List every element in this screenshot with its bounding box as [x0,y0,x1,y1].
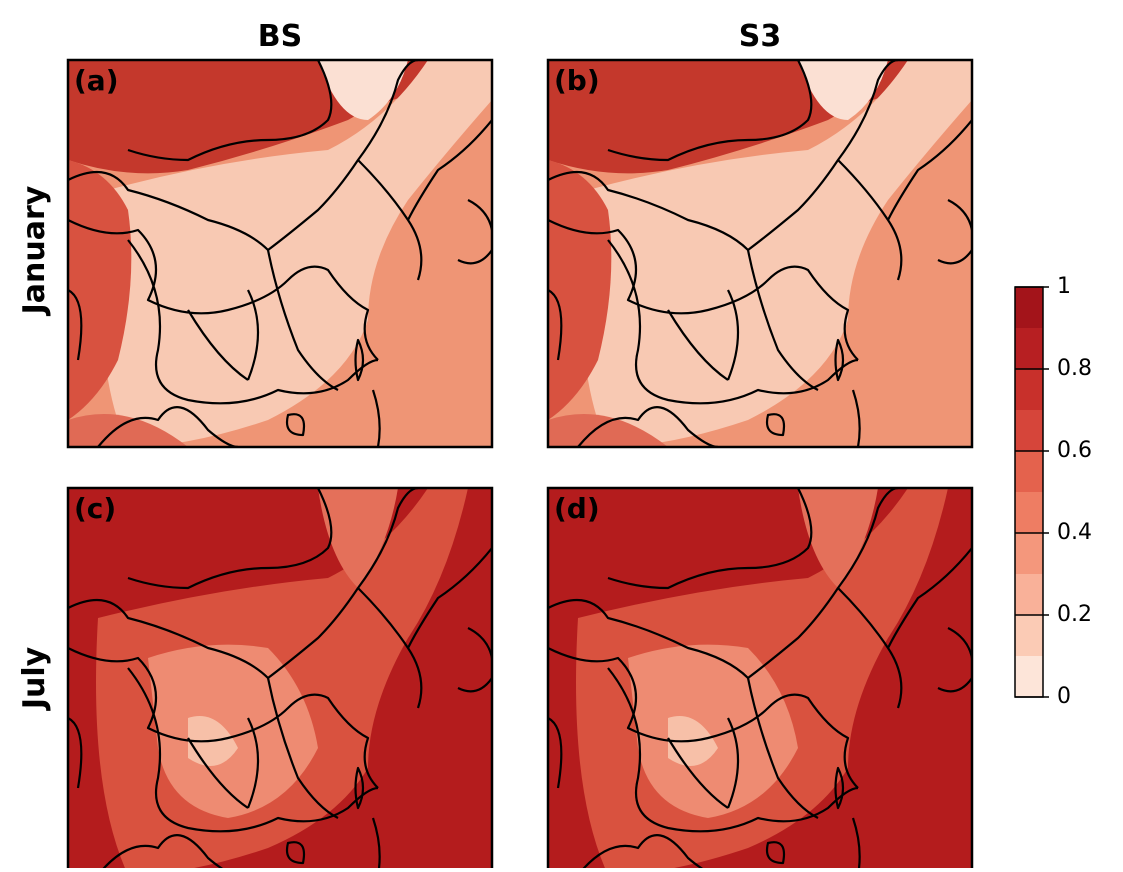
colorbar-tick-label: 0.2 [1057,602,1092,627]
colorbar-tick-label: 1 [1057,274,1071,299]
colorbar-band [1015,287,1043,328]
row-label: January [17,185,52,316]
figure: BS S3 January July (a) (b) (c) (d) 0 0.2 0.4 0.6 0.8… [0,0,1123,868]
colorbar-tick-label: 0.4 [1057,520,1092,545]
colorbar-tick-label: 0 [1057,684,1071,709]
map-field [68,60,492,447]
map-panel: (c) [68,488,492,868]
colorbar-band [1015,328,1043,369]
colorbar-tick-label: 0.8 [1057,356,1092,381]
colorbar-band [1015,492,1043,533]
colorbar-band [1015,533,1043,574]
colorbar-band [1015,369,1043,410]
map-panel: (a) [68,60,492,447]
panel-label: (c) [74,492,116,525]
map-field [68,488,492,868]
colorbar-band [1015,615,1043,656]
map-panel: (b) [548,60,972,447]
map-panel: (d) [548,488,972,868]
map [68,488,492,868]
map [68,60,492,447]
column-title: S3 [739,19,781,54]
colorbar-band [1015,410,1043,451]
map [548,60,972,447]
map-field [548,60,972,447]
colorbar-band [1015,451,1043,492]
colorbar-tick-label: 0.6 [1057,438,1092,463]
row-label: July [17,646,52,711]
panel-label: (a) [74,64,119,97]
panel-label: (b) [554,64,600,97]
colorbar-band [1015,574,1043,615]
map [548,488,972,868]
map-field [548,488,972,868]
column-title: BS [258,19,302,54]
panel-label: (d) [554,492,600,525]
colorbar-band [1015,656,1043,697]
